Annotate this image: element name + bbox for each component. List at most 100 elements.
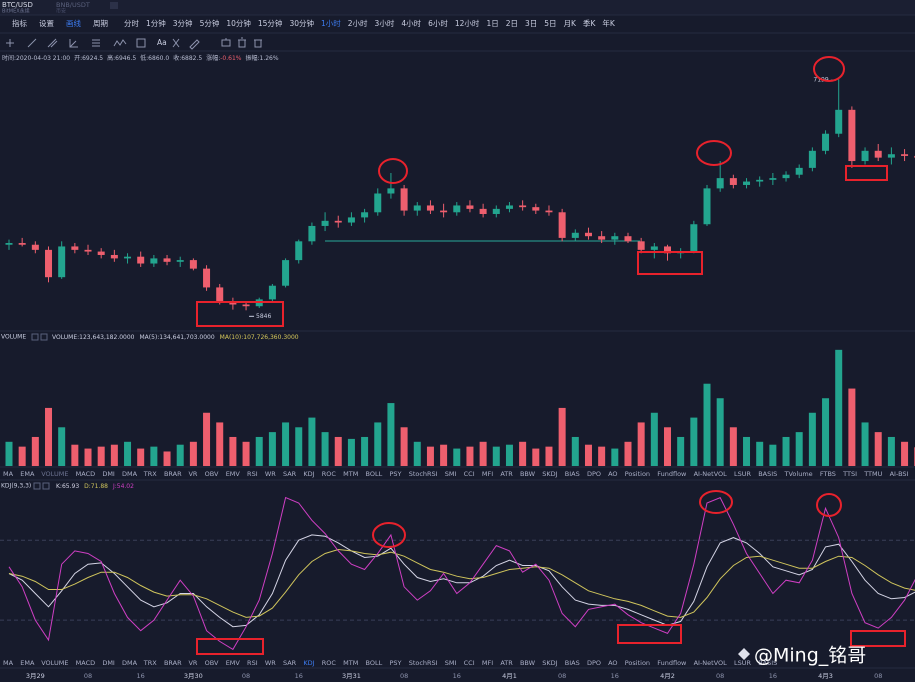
period-button[interactable]: 6小时: [428, 18, 448, 28]
indicator-tab[interactable]: AI-NetVOL: [694, 659, 728, 667]
indicator-tab[interactable]: SKDJ: [542, 659, 557, 667]
indicator-tab[interactable]: StochRSI: [409, 659, 438, 667]
indicator-tab[interactable]: SAR: [283, 470, 297, 478]
indicator-tab[interactable]: OBV: [205, 659, 219, 667]
indicator-tab[interactable]: TTMU: [863, 470, 882, 478]
indicator-tab[interactable]: AI-BSI: [890, 470, 909, 478]
indicator-tab[interactable]: DMI: [102, 470, 115, 478]
period-button[interactable]: 分时: [124, 18, 139, 28]
indicator-tab[interactable]: Fundflow: [657, 659, 687, 667]
tool-lock[interactable]: [221, 38, 231, 47]
period-button[interactable]: 1日: [486, 19, 498, 28]
period-label[interactable]: 周期: [93, 19, 108, 28]
indicator-tab[interactable]: KDJ: [303, 470, 314, 478]
indicator-tab[interactable]: RSI: [247, 470, 258, 478]
tool-measure[interactable]: [172, 38, 180, 48]
period-button[interactable]: 2小时: [348, 18, 368, 28]
indicator-tab[interactable]: BIAS: [565, 659, 580, 667]
indicator-tab[interactable]: CCI: [464, 470, 475, 478]
indicator-tab[interactable]: DMA: [122, 659, 138, 667]
tool-hlines[interactable]: [92, 39, 100, 47]
indicator-tab[interactable]: BASIS: [758, 470, 777, 478]
indicator-tab[interactable]: Position: [625, 659, 650, 667]
indicator-tab[interactable]: DMI: [102, 659, 115, 667]
toolbar-button[interactable]: 画线: [66, 18, 81, 28]
indicator-tab[interactable]: EMV: [226, 470, 241, 478]
indicator-tab[interactable]: EMA: [20, 659, 35, 667]
indicator-tab[interactable]: MA: [3, 659, 14, 667]
period-button[interactable]: 3小时: [375, 18, 395, 28]
indicator-tab[interactable]: BIAS: [565, 470, 580, 478]
indicator-tab[interactable]: Position: [625, 470, 650, 478]
indicator-tab[interactable]: SMI: [445, 470, 457, 478]
tool-line[interactable]: [27, 38, 37, 48]
period-button[interactable]: 月K: [564, 19, 577, 28]
period-button[interactable]: 4小时: [401, 18, 421, 28]
toolbar-button[interactable]: 设置: [39, 18, 54, 28]
indicator-tab[interactable]: AO: [608, 470, 617, 478]
settings-icon[interactable]: [31, 333, 39, 341]
period-button[interactable]: 5分钟: [200, 18, 220, 28]
indicator-tab[interactable]: PSY: [389, 659, 401, 667]
period-button[interactable]: 3日: [525, 19, 537, 28]
indicator-tab[interactable]: PSY: [389, 470, 401, 478]
indicator-tab[interactable]: ATR: [500, 659, 513, 667]
period-button[interactable]: 30分钟: [289, 18, 314, 28]
indicator-tab[interactable]: KDJ: [303, 659, 314, 667]
symbol-tab[interactable]: BNB/USDT: [56, 1, 90, 9]
tool-delete[interactable]: [238, 37, 246, 48]
indicator-tab[interactable]: MA: [3, 470, 14, 478]
indicator-tab[interactable]: MFI: [482, 659, 493, 667]
indicator-tab[interactable]: VOLUME: [41, 470, 68, 478]
indicator-tab[interactable]: WR: [265, 470, 276, 478]
close-icon[interactable]: [42, 482, 50, 490]
indicator-tab[interactable]: LSUR: [734, 659, 752, 667]
tool-parallel[interactable]: [47, 38, 58, 48]
indicator-tab[interactable]: LSUR: [734, 470, 752, 478]
period-button[interactable]: 3分钟: [173, 18, 193, 28]
indicator-tab[interactable]: VOLUME: [41, 659, 68, 667]
indicator-tab[interactable]: BRAR: [164, 659, 182, 667]
indicator-tab[interactable]: Fundflow: [657, 470, 687, 478]
period-button[interactable]: 1小时: [321, 18, 341, 28]
indicator-tab[interactable]: ATR: [500, 470, 513, 478]
period-button[interactable]: 15分钟: [258, 18, 283, 28]
indicator-tab[interactable]: BRAR: [164, 470, 182, 478]
indicator-tab[interactable]: BBW: [520, 659, 536, 667]
indicator-tab[interactable]: MTM: [343, 470, 358, 478]
tool-brush[interactable]: [189, 39, 200, 50]
indicator-tab[interactable]: EMA: [20, 470, 35, 478]
tool-crosshair[interactable]: [6, 39, 14, 47]
indicator-tab[interactable]: MACD: [76, 470, 95, 478]
indicator-tab[interactable]: RSI: [247, 659, 258, 667]
tool-wave[interactable]: [113, 39, 127, 47]
tool-trash[interactable]: [254, 39, 262, 48]
indicator-tab[interactable]: SMI: [445, 659, 457, 667]
indicator-tab[interactable]: AI-NetVOL: [694, 470, 728, 478]
indicator-tab[interactable]: VR: [188, 470, 197, 478]
indicator-tab[interactable]: DPO: [587, 659, 601, 667]
indicator-tab[interactable]: TRX: [143, 659, 157, 667]
indicator-tab[interactable]: BASIS: [758, 659, 777, 667]
indicator-tab[interactable]: MTM: [343, 659, 358, 667]
indicator-tab[interactable]: TRX: [143, 470, 157, 478]
indicator-tab[interactable]: AO: [608, 659, 617, 667]
indicator-tab[interactable]: SKDJ: [542, 470, 557, 478]
period-button[interactable]: 2日: [506, 19, 518, 28]
close-icon[interactable]: [40, 333, 48, 341]
indicator-tab[interactable]: MFI: [482, 470, 493, 478]
indicator-tab[interactable]: CCI: [464, 659, 475, 667]
indicator-tab[interactable]: ROC: [322, 470, 337, 478]
indicator-tab[interactable]: FTBS: [820, 470, 836, 478]
indicator-tab[interactable]: StochRSI: [409, 470, 438, 478]
dropdown-box[interactable]: [110, 2, 118, 9]
indicator-tab[interactable]: MACD: [76, 659, 95, 667]
indicator-tab[interactable]: DPO: [587, 470, 601, 478]
indicator-tab[interactable]: WR: [265, 659, 276, 667]
indicator-tab[interactable]: OBV: [205, 470, 219, 478]
indicator-tab[interactable]: EMV: [226, 659, 241, 667]
period-button[interactable]: 年K: [602, 18, 615, 28]
indicator-tab[interactable]: DMA: [122, 470, 138, 478]
symbol[interactable]: BTC/USD: [2, 1, 33, 9]
period-button[interactable]: 10分钟: [226, 18, 251, 28]
